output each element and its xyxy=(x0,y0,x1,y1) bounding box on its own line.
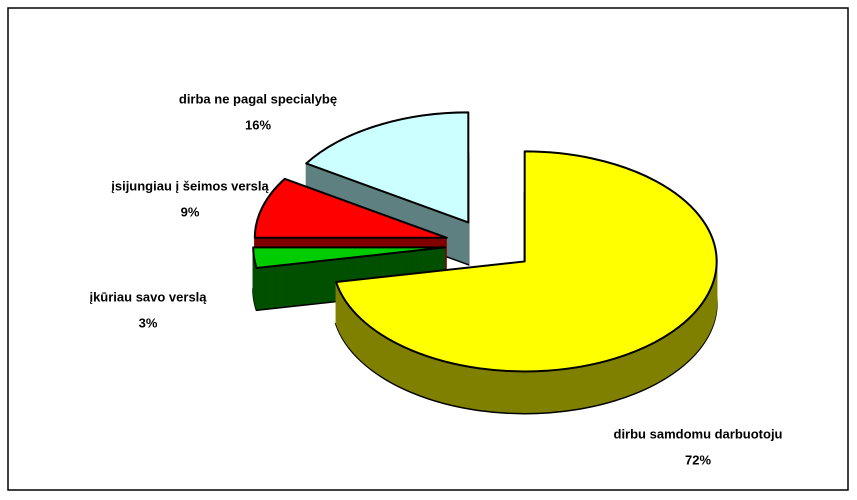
slice-value-label: 9% xyxy=(181,204,200,219)
slice-label: dirbu samdomu darbuotoju xyxy=(614,426,783,441)
slice xyxy=(253,177,448,239)
slice-value-label: 16% xyxy=(245,117,271,132)
labels: dirbu samdomu darbuotoju 72% įkūriau savo … xyxy=(89,91,782,467)
slice xyxy=(335,150,718,373)
slice-label: įkūriau savo verslą xyxy=(89,289,207,304)
slice-value-label: 72% xyxy=(685,452,711,467)
slice-label: dirba ne pagal specialybę xyxy=(179,91,337,106)
pie xyxy=(252,111,718,415)
slice-label: įsijungiau į šeimos verslą xyxy=(111,178,269,193)
slice xyxy=(252,246,447,270)
slice xyxy=(305,111,470,224)
slice-value-label: 3% xyxy=(139,315,158,330)
slice-group xyxy=(334,150,718,415)
